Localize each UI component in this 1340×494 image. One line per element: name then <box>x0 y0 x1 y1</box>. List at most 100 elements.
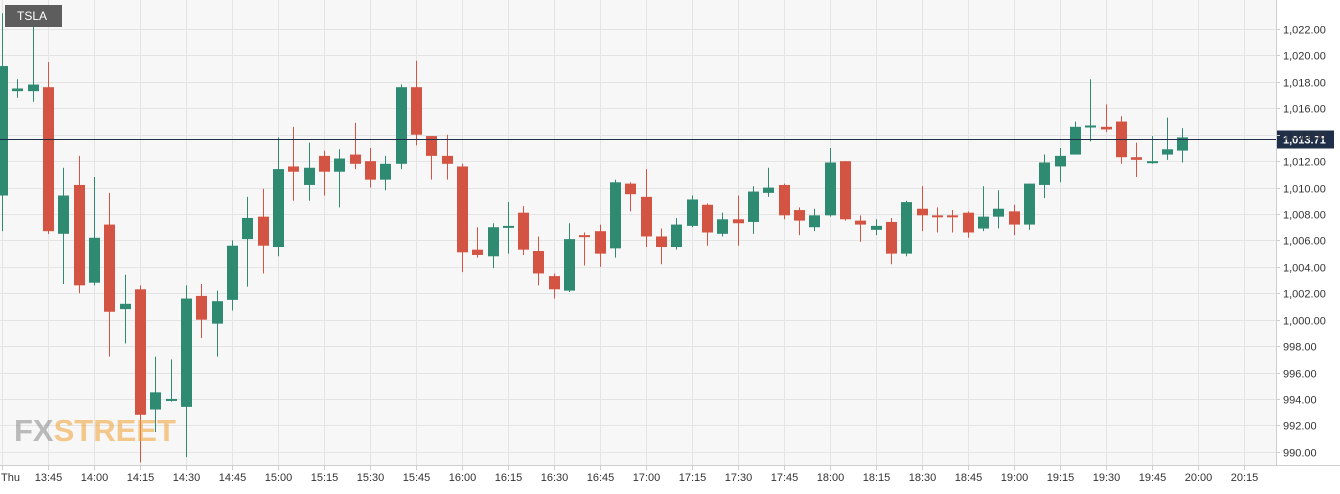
candle[interactable] <box>963 211 974 238</box>
candle[interactable] <box>1009 204 1020 236</box>
candle[interactable] <box>319 150 330 196</box>
candle[interactable] <box>1177 128 1188 163</box>
candle[interactable] <box>426 136 437 180</box>
candle[interactable] <box>748 186 759 234</box>
candle[interactable] <box>625 182 636 212</box>
y-tick-label: 1,004.00 <box>1283 263 1326 275</box>
candle[interactable] <box>917 186 928 232</box>
candle[interactable] <box>595 224 606 267</box>
y-tick-label: 1,010.00 <box>1283 184 1326 196</box>
candle[interactable] <box>166 359 177 402</box>
candle[interactable] <box>365 147 376 188</box>
candle[interactable] <box>855 215 866 242</box>
candle[interactable] <box>104 192 115 357</box>
candle[interactable] <box>442 134 453 180</box>
candle[interactable] <box>1039 154 1050 199</box>
candle[interactable] <box>825 147 836 217</box>
candle[interactable] <box>549 273 560 299</box>
candle[interactable] <box>610 179 621 258</box>
candle[interactable] <box>89 177 100 286</box>
candle[interactable] <box>1162 117 1173 160</box>
candle[interactable] <box>457 163 468 273</box>
candle[interactable] <box>242 196 253 287</box>
candle-body <box>181 298 192 407</box>
candle-body <box>58 195 69 234</box>
candle[interactable] <box>947 210 958 233</box>
candle[interactable] <box>871 219 882 236</box>
candle[interactable] <box>656 228 667 265</box>
candle[interactable] <box>901 200 912 257</box>
candle[interactable] <box>641 169 652 248</box>
candle[interactable] <box>120 274 131 344</box>
candle-body <box>825 162 836 216</box>
x-tick-label: 19:00 <box>1001 472 1029 484</box>
candle[interactable] <box>993 190 1004 229</box>
y-tick-label: 1,014.00 <box>1283 131 1326 143</box>
candle[interactable] <box>1024 183 1035 230</box>
candle[interactable] <box>212 290 223 357</box>
candle[interactable] <box>717 212 728 237</box>
candle[interactable] <box>43 62 54 234</box>
candle[interactable] <box>273 137 284 257</box>
grid-lines <box>0 0 1276 465</box>
candle-body <box>488 227 499 257</box>
candle[interactable] <box>258 188 269 274</box>
candle[interactable] <box>779 183 790 220</box>
candle[interactable] <box>1085 79 1096 142</box>
y-tick-label: 1,022.00 <box>1283 25 1326 37</box>
candle[interactable] <box>150 356 161 432</box>
candle[interactable] <box>74 155 85 294</box>
candle[interactable] <box>380 155 391 191</box>
candle[interactable] <box>181 285 192 458</box>
candle[interactable] <box>135 285 146 463</box>
candle[interactable] <box>472 227 483 258</box>
candle-body <box>886 221 897 254</box>
candle-body <box>457 166 468 253</box>
candle[interactable] <box>978 186 989 232</box>
candle-body <box>1147 161 1158 164</box>
candle-body <box>334 158 345 172</box>
candle[interactable] <box>1101 104 1112 133</box>
candle[interactable] <box>503 202 514 254</box>
candle[interactable] <box>702 203 713 246</box>
plot-background <box>0 0 1276 465</box>
candle[interactable] <box>671 217 682 250</box>
candle[interactable] <box>886 217 897 265</box>
candle[interactable] <box>304 142 315 201</box>
candle[interactable] <box>518 206 529 255</box>
fxstreet-logo: FXSTREET <box>14 413 176 449</box>
candle[interactable] <box>763 167 774 197</box>
candle[interactable] <box>396 84 407 170</box>
candle-body <box>595 231 606 254</box>
candle[interactable] <box>1131 142 1142 178</box>
candle[interactable] <box>1055 147 1066 183</box>
y-tick-label: 1,002.00 <box>1283 289 1326 301</box>
candle[interactable] <box>1116 116 1127 164</box>
candle[interactable] <box>1070 121 1081 155</box>
candle[interactable] <box>533 236 544 286</box>
candle[interactable] <box>809 208 820 232</box>
candle[interactable] <box>579 232 590 266</box>
candle[interactable] <box>687 195 698 228</box>
candle[interactable] <box>932 207 943 233</box>
candle[interactable] <box>733 195 744 246</box>
candle[interactable] <box>840 161 851 221</box>
candle-body <box>610 182 621 249</box>
candle[interactable] <box>411 60 422 146</box>
candle-body <box>1162 149 1173 155</box>
candle[interactable] <box>196 284 207 339</box>
x-tick-label: 19:15 <box>1047 472 1075 484</box>
candle[interactable] <box>564 223 575 292</box>
candle-body <box>625 183 636 195</box>
candle[interactable] <box>12 79 23 98</box>
candle[interactable] <box>350 122 361 170</box>
candle[interactable] <box>794 207 805 236</box>
candle[interactable] <box>488 223 499 269</box>
candle[interactable] <box>227 240 238 311</box>
candle[interactable] <box>0 13 8 232</box>
x-tick-label: 14:30 <box>173 472 201 484</box>
candle[interactable] <box>1147 136 1158 164</box>
candle[interactable] <box>334 149 345 208</box>
candle[interactable] <box>58 167 69 285</box>
